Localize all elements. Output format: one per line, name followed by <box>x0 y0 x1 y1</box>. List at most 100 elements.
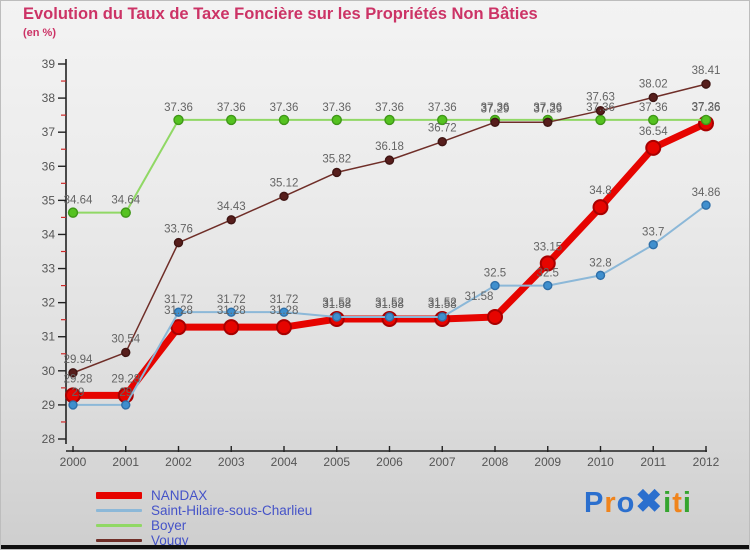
data-label-vougy: 36.72 <box>428 123 457 135</box>
data-label-nandax: 34.8 <box>589 185 611 197</box>
data-point-saint-hilaire-sous-charlieu <box>490 280 500 291</box>
chart-plot: 28 29 30 31 32 33 34 35 36 37 38 39 2000 2001 2002 2003… <box>42 57 721 469</box>
data-label-vougy: 33.76 <box>164 224 193 236</box>
data-label-boyer: 37.36 <box>586 102 615 114</box>
data-label-boyer: 34.64 <box>64 195 93 207</box>
data-label-nandax: 36.54 <box>639 126 668 138</box>
y-tick-label: 28 <box>42 432 56 446</box>
legend-label: Vougy <box>151 532 189 548</box>
data-point-saint-hilaire-sous-charlieu <box>543 280 553 291</box>
data-point-boyer <box>173 114 184 126</box>
data-point-saint-hilaire-sous-charlieu <box>437 312 447 322</box>
data-point-nandax <box>170 319 187 336</box>
data-label-vougy: 37.63 <box>586 92 615 104</box>
legend-item-boyer: Boyer <box>96 518 312 532</box>
data-label-boyer: 34.64 <box>111 195 140 207</box>
data-point-saint-hilaire-sous-charlieu <box>226 307 236 317</box>
data-point-boyer <box>648 114 659 126</box>
x-tick-label: 2005 <box>323 455 350 469</box>
data-label-nandax: 29.28 <box>64 373 93 385</box>
legend-swatch-saint-hilaire-sous-charlieu <box>96 508 142 512</box>
data-label-vougy: 35.12 <box>270 177 299 189</box>
chart-subtitle: (en %) <box>23 27 56 39</box>
data-label-boyer: 37.36 <box>639 102 668 114</box>
chart-title: Evolution du Taux de Taxe Foncière sur l… <box>23 5 538 23</box>
data-point-vougy <box>173 237 184 248</box>
y-tick-label: 37 <box>42 125 56 139</box>
data-label-boyer: 37.36 <box>217 102 246 114</box>
data-label-saint-hilaire-sous-charlieu: 34.86 <box>692 187 721 199</box>
data-label-nandax: 31.28 <box>270 305 299 317</box>
data-point-saint-hilaire-sous-charlieu <box>384 312 395 322</box>
data-point-boyer <box>331 114 342 126</box>
x-tick-label: 2010 <box>587 455 614 469</box>
logo-letter: t <box>672 487 683 519</box>
x-tick-label: 2012 <box>693 455 720 469</box>
data-label-nandax: 31.52 <box>428 297 457 309</box>
data-label-nandax: 33.15 <box>533 241 562 253</box>
data-point-boyer <box>700 114 712 126</box>
data-label-boyer: 37.36 <box>428 102 457 114</box>
x-tick-label: 2011 <box>640 455 666 469</box>
x-tick-label: 2002 <box>165 455 192 469</box>
y-tick-label: 33 <box>42 262 56 276</box>
data-point-boyer <box>437 114 448 126</box>
data-label-saint-hilaire-sous-charlieu: 31.72 <box>217 294 246 306</box>
data-label-boyer: 37.36 <box>692 102 721 114</box>
logo-letter: o <box>616 487 636 519</box>
data-label-vougy: 29.94 <box>64 354 93 366</box>
data-point-saint-hilaire-sous-charlieu <box>332 312 342 322</box>
legend-swatch-nandax <box>96 491 142 499</box>
data-label-saint-hilaire-sous-charlieu: 31.72 <box>270 294 299 306</box>
data-label-boyer: 37.36 <box>270 102 299 114</box>
x-tick-label: 2006 <box>376 455 403 469</box>
y-tick-label: 30 <box>42 364 56 378</box>
data-point-boyer <box>226 114 237 126</box>
logo-letter: i <box>663 487 673 519</box>
data-label-saint-hilaire-sous-charlieu: 29 <box>119 387 132 399</box>
data-label-nandax: 37.26 <box>692 101 721 113</box>
data-label-nandax: 31.52 <box>375 297 404 309</box>
legend-item-vougy: Vougy <box>96 533 312 547</box>
data-point-vougy <box>701 79 711 89</box>
data-point-vougy <box>279 191 289 201</box>
y-tick-label: 29 <box>42 398 56 412</box>
data-label-saint-hilaire-sous-charlieu: 31.72 <box>164 294 193 306</box>
data-label-boyer: 37.36 <box>481 102 510 114</box>
data-point-vougy <box>595 106 606 116</box>
data-label-vougy: 35.82 <box>322 153 351 165</box>
data-label-nandax: 31.58 <box>465 291 494 303</box>
data-point-saint-hilaire-sous-charlieu <box>173 307 184 317</box>
data-point-vougy <box>226 215 236 225</box>
data-label-nandax: 31.52 <box>322 297 351 309</box>
legend-label: Boyer <box>151 517 187 533</box>
data-point-saint-hilaire-sous-charlieu <box>68 400 78 410</box>
data-point-saint-hilaire-sous-charlieu <box>279 307 289 317</box>
data-label-saint-hilaire-sous-charlieu: 31.58 <box>322 299 351 311</box>
legend-swatch-boyer <box>96 523 142 527</box>
y-tick-label: 35 <box>42 193 56 207</box>
data-point-saint-hilaire-sous-charlieu <box>121 400 131 410</box>
data-point-vougy <box>384 155 395 165</box>
legend-label: NANDAX <box>151 487 208 503</box>
data-point-saint-hilaire-sous-charlieu <box>701 200 711 210</box>
logo-letter: r <box>604 487 617 519</box>
data-point-vougy <box>332 167 342 178</box>
data-label-boyer: 37.36 <box>322 102 351 114</box>
data-label-vougy: 36.18 <box>375 141 404 153</box>
data-label-boyer: 37.36 <box>164 102 193 114</box>
logo-letter: i <box>682 487 692 519</box>
data-label-saint-hilaire-sous-charlieu: 31.58 <box>375 299 404 311</box>
data-point-vougy <box>648 92 658 103</box>
data-label-boyer: 37.36 <box>375 102 404 114</box>
data-label-saint-hilaire-sous-charlieu: 32.5 <box>484 268 506 280</box>
data-point-vougy <box>543 117 553 127</box>
chart-legend: NANDAX Saint-Hilaire-sous-Charlieu Boyer Vo… <box>96 488 312 548</box>
x-tick-label: 2009 <box>534 455 561 469</box>
data-point-vougy <box>490 117 500 127</box>
data-label-saint-hilaire-sous-charlieu: 29 <box>72 387 85 399</box>
y-tick-label: 34 <box>42 227 56 241</box>
data-label-vougy: 34.43 <box>217 201 246 213</box>
y-tick-label: 36 <box>42 159 56 173</box>
